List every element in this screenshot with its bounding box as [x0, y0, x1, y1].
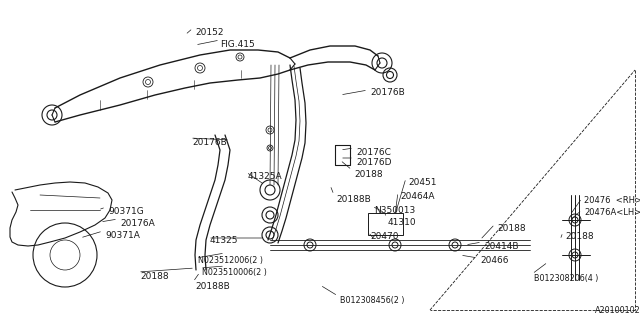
- Text: 20176B: 20176B: [370, 88, 404, 97]
- Text: 90371A: 90371A: [105, 231, 140, 240]
- Text: 20451: 20451: [408, 178, 436, 187]
- Text: 20470: 20470: [370, 232, 399, 241]
- Text: 20414B: 20414B: [484, 242, 518, 251]
- Text: 20476A<LH>: 20476A<LH>: [584, 208, 640, 217]
- Text: 41310: 41310: [388, 218, 417, 227]
- Text: 20188: 20188: [565, 232, 594, 241]
- Text: 20464A: 20464A: [400, 192, 435, 201]
- Text: 20188: 20188: [497, 224, 525, 233]
- Text: B012308206(4 ): B012308206(4 ): [534, 274, 598, 283]
- Text: N350013: N350013: [374, 206, 415, 215]
- Text: 20188B: 20188B: [336, 195, 371, 204]
- Text: 20176B: 20176B: [192, 138, 227, 147]
- Text: A201001028: A201001028: [595, 306, 640, 315]
- Text: 20188: 20188: [354, 170, 383, 179]
- Text: 20188: 20188: [140, 272, 168, 281]
- Text: 20476  <RH>: 20476 <RH>: [584, 196, 640, 205]
- Text: 20176D: 20176D: [356, 158, 392, 167]
- Text: B012308456(2 ): B012308456(2 ): [340, 296, 404, 305]
- Text: N023510006(2 ): N023510006(2 ): [202, 268, 267, 277]
- Text: 20152: 20152: [195, 28, 223, 37]
- Text: 41325A: 41325A: [248, 172, 283, 181]
- Text: FIG.415: FIG.415: [220, 40, 255, 49]
- Text: N023512006(2 ): N023512006(2 ): [198, 256, 263, 265]
- Text: 20466: 20466: [480, 256, 509, 265]
- Bar: [368, 213, 403, 235]
- Text: 90371G: 90371G: [108, 207, 144, 216]
- Text: 20176A: 20176A: [120, 219, 155, 228]
- Text: 20188B: 20188B: [195, 282, 230, 291]
- Text: 20176C: 20176C: [356, 148, 391, 157]
- Text: 41325: 41325: [210, 236, 239, 245]
